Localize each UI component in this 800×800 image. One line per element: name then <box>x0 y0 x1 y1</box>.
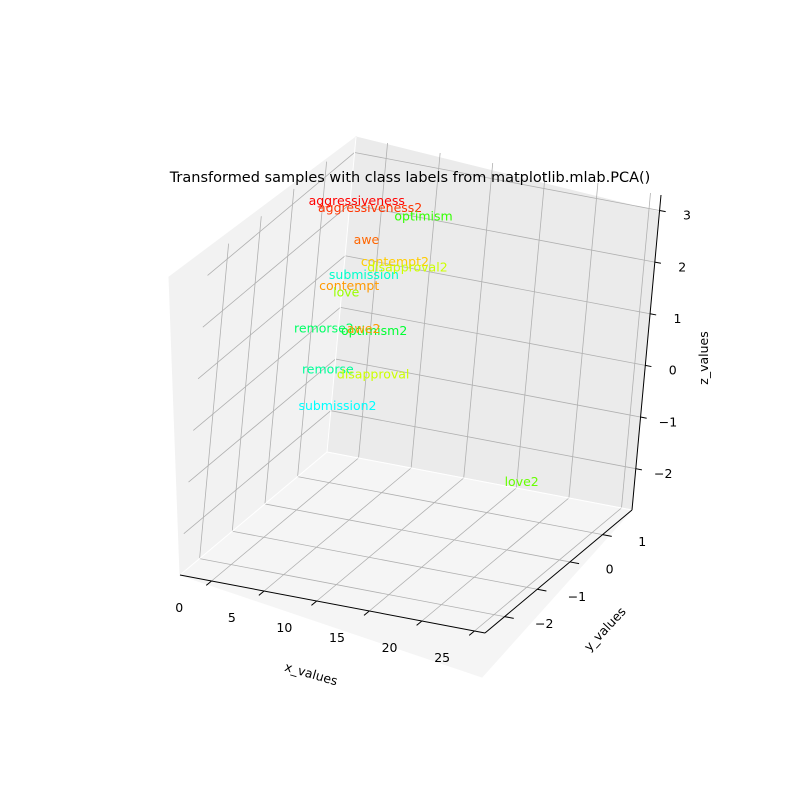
z-grid-line-left <box>183 410 332 534</box>
z-grid-line-left <box>207 152 355 276</box>
point-label: optimism2 <box>341 323 407 338</box>
x-grid-line-wall <box>410 152 441 469</box>
z-grid-line-back <box>330 410 636 470</box>
point-label: disapproval <box>337 367 410 382</box>
y-grid-line-wall <box>199 243 229 559</box>
x-tick-label: 20 <box>382 640 398 655</box>
x-grid-line-floor <box>369 487 517 612</box>
y-tick-label: 1 <box>638 534 646 549</box>
y-tick <box>504 616 514 619</box>
point-label: remorse <box>302 361 354 376</box>
x-tick-label: 10 <box>276 620 292 635</box>
x-tick <box>311 600 318 606</box>
x-grid-line-wall <box>568 182 599 499</box>
z-grid-line-left <box>193 307 341 431</box>
x-grid-line-wall <box>463 162 494 479</box>
x-grid-line-floor <box>316 477 464 602</box>
x-grid-line-floor <box>474 507 622 632</box>
x-tick <box>363 610 370 616</box>
z-grid-line-back <box>354 152 660 211</box>
y-grid-line-floor <box>297 476 603 535</box>
z-grid-line-left <box>188 358 336 483</box>
y-grid-line-floor <box>199 558 505 617</box>
z-grid-line-left <box>197 255 346 380</box>
y-grid-line-wall <box>297 161 327 477</box>
x-axis-line <box>179 574 486 634</box>
x-axis-label: x_values <box>283 659 339 688</box>
z-axis-line <box>631 194 662 511</box>
point-label: submission <box>329 267 399 282</box>
pane-edges <box>179 136 633 576</box>
x-grid-line-wall <box>358 142 388 459</box>
z-grid-line-left <box>202 203 351 328</box>
point-label: submission2 <box>298 398 376 413</box>
pane-edge <box>326 136 357 453</box>
z-tick-label: 1 <box>674 311 682 326</box>
point-label: remorse2 <box>294 321 354 336</box>
grid-lines <box>183 142 660 632</box>
axes: 0 5 10 15 20 25 −2 −1 0 1 −2 −1 0 1 2 3 <box>175 194 691 665</box>
y-grid-line-floor <box>264 503 571 563</box>
x-tick-label: 0 <box>175 600 183 615</box>
y-tick-label: −2 <box>535 616 553 631</box>
point-label: aggressiveness <box>309 193 405 208</box>
z-grid-line-back <box>349 203 655 263</box>
z-tick-label: −2 <box>654 466 672 481</box>
point-label: disapproval2 <box>367 260 447 275</box>
z-tick-label: 3 <box>683 208 691 223</box>
x-grid-line-floor <box>421 497 570 622</box>
point-label: optimism <box>394 209 452 224</box>
pane-edge <box>326 451 633 511</box>
point-label: love <box>333 285 360 300</box>
y-tick <box>537 588 547 592</box>
z-grid-line-back <box>340 307 646 366</box>
x-tick <box>416 620 423 626</box>
x-tick <box>258 590 265 596</box>
z-tick <box>649 313 657 316</box>
z-axis-label: z_values <box>696 331 711 384</box>
x-tick-label: 25 <box>434 650 450 665</box>
y-tick <box>569 561 580 565</box>
z-tick <box>640 416 647 419</box>
y-tick-label: −1 <box>568 589 586 604</box>
y-grid-line-wall <box>231 216 262 532</box>
z-tick <box>654 261 662 264</box>
z-tick <box>635 468 642 471</box>
x-tick <box>205 580 212 586</box>
y-axis-line <box>484 509 633 634</box>
z-tick-label: 0 <box>669 363 677 378</box>
point-label: awe <box>354 232 380 247</box>
point-label: contempt <box>319 278 379 293</box>
x-grid-line-floor <box>211 457 359 582</box>
x-grid-line-wall <box>621 192 651 509</box>
x-tick <box>468 630 475 636</box>
point-label: awe2 <box>347 321 381 336</box>
point-label: contempt2 <box>361 254 429 269</box>
y-grid-line-floor <box>232 530 538 590</box>
y-axis-label: y_values <box>581 604 629 654</box>
y-tick-label: 0 <box>606 561 614 576</box>
z-tick <box>659 210 666 213</box>
z-tick-label: 2 <box>678 259 686 274</box>
pane-edge <box>179 451 328 576</box>
y-tick <box>602 534 612 537</box>
z-grid-line-back <box>344 255 651 315</box>
point-label: love2 <box>505 474 539 489</box>
z-tick <box>645 364 652 368</box>
y-grid-line-wall <box>264 188 295 504</box>
x-grid-line-floor <box>263 467 412 592</box>
x-tick-label: 5 <box>228 610 236 625</box>
point-label: aggressiveness2 <box>318 200 422 215</box>
z-grid-line-back <box>335 358 641 418</box>
x-grid-line-wall <box>515 172 546 489</box>
z-tick-label: −1 <box>659 414 677 429</box>
x-tick-label: 15 <box>329 630 345 645</box>
chart-title: Transformed samples with class labels fr… <box>169 170 651 186</box>
